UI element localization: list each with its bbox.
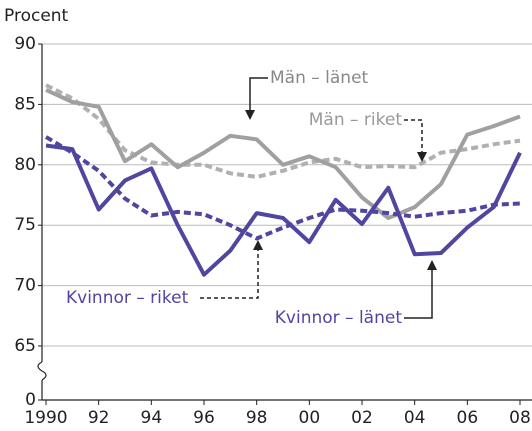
series-line: [45, 83, 521, 179]
leader: [249, 77, 268, 112]
series-label: Män – länet: [270, 68, 369, 88]
series-line: [45, 88, 521, 220]
series-label: Män – riket: [309, 110, 403, 130]
arrow: [427, 260, 437, 270]
series-label: Kvinnor – riket: [66, 288, 189, 308]
annotation-leaders: [200, 77, 437, 319]
x-tick-label: 96: [193, 408, 215, 428]
x-tick-label: 98: [246, 408, 268, 428]
axis-break: [37, 361, 47, 381]
series-label: Kvinnor – länet: [275, 308, 403, 328]
leader: [200, 248, 259, 299]
x-tick-label: 92: [88, 408, 110, 428]
arrow: [245, 110, 255, 120]
y-axis-label: Procent: [4, 6, 69, 26]
y-tick-label: 90: [14, 34, 36, 54]
x-tick-label: 94: [141, 408, 163, 428]
y-tick-label: 70: [14, 276, 36, 296]
x-tick-label: 00: [299, 408, 321, 428]
x-tick-label: 1990: [24, 408, 67, 428]
x-tick-label: 02: [351, 408, 373, 428]
series-line: [44, 135, 521, 241]
leader: [404, 268, 433, 319]
arrow: [253, 240, 263, 250]
y-tick-label: 75: [14, 215, 36, 235]
y-tick-label: 80: [14, 155, 36, 175]
y-tick-label: 85: [14, 94, 36, 114]
x-tick-label: 06: [457, 408, 479, 428]
x-tick-label: 08: [509, 408, 531, 428]
leader: [404, 119, 423, 154]
arrow: [417, 152, 427, 162]
y-tick-label: 0: [25, 390, 36, 410]
x-tick-label: 04: [404, 408, 426, 428]
series-line: [45, 143, 522, 277]
y-tick-label: 65: [14, 336, 36, 356]
